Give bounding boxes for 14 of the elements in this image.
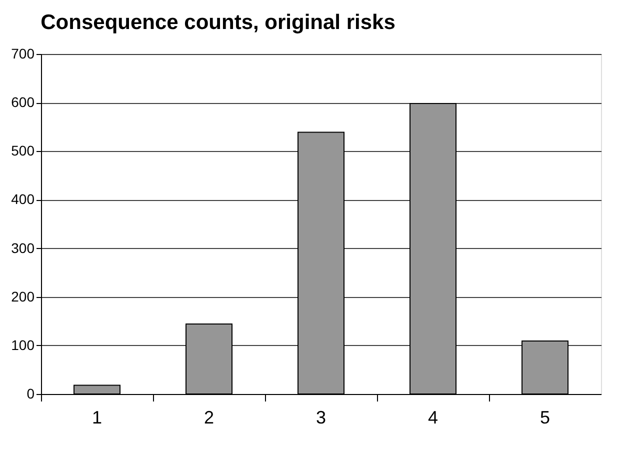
y-tick-label: 400 <box>11 191 35 208</box>
x-tick-label: 5 <box>540 408 550 428</box>
y-tick-label: 600 <box>11 94 35 110</box>
y-tick-label: 500 <box>11 142 35 159</box>
y-tick-label: 100 <box>11 336 35 353</box>
x-tick-label: 4 <box>428 408 438 428</box>
x-tick-label: 1 <box>92 408 102 428</box>
x-tick-label: 2 <box>204 408 214 428</box>
y-tick-label: 200 <box>11 288 35 304</box>
y-tick-label: 700 <box>11 46 35 62</box>
y-tick-label: 0 <box>26 386 35 402</box>
x-tick-label: 3 <box>316 408 326 428</box>
chart-title: Consequence counts, original risks <box>40 11 396 34</box>
y-tick-label: 300 <box>11 240 35 256</box>
